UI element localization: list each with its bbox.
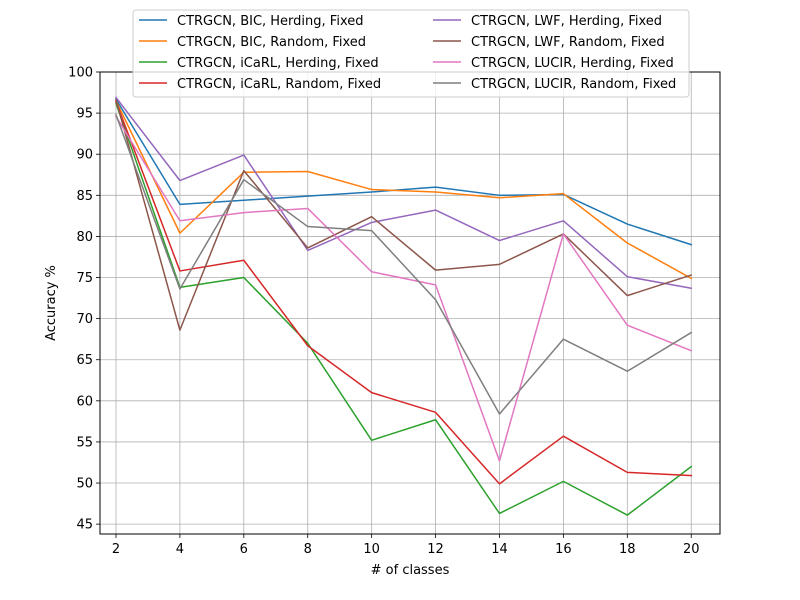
- series-line-2: [114, 99, 693, 280]
- series-line-8: [115, 113, 693, 415]
- x-tick-label: 4: [176, 542, 184, 557]
- legend-entry: CTRGCN, LUCIR, Herding, Fixed: [471, 56, 674, 71]
- x-tick-label: 8: [304, 542, 312, 557]
- y-tick-label: 75: [76, 271, 93, 286]
- legend-box: [132, 9, 690, 98]
- y-tick-label: 50: [76, 477, 93, 492]
- y-tick-label: 100: [68, 66, 93, 81]
- y-tick-label: 60: [76, 394, 93, 409]
- x-tick-label: 12: [427, 542, 444, 557]
- x-tick-label: 18: [619, 542, 636, 557]
- series-line-6: [115, 99, 693, 331]
- y-tick-label: 45: [76, 518, 93, 533]
- series-layer: [114, 96, 693, 516]
- series-line-5: [114, 96, 693, 290]
- y-tick-label: 85: [76, 189, 93, 204]
- y-tick-label: 95: [76, 107, 93, 122]
- series-line-4: [115, 100, 693, 485]
- legend-entry: CTRGCN, iCaRL, Herding, Fixed: [177, 56, 379, 71]
- legend-entry: CTRGCN, LWF, Random, Fixed: [471, 35, 665, 50]
- x-tick-label: 16: [555, 542, 572, 557]
- x-tick-label: 2: [112, 542, 120, 557]
- y-axis: 45 50 55 60 65 70 75 80 85 90 95 100: [68, 66, 100, 533]
- y-tick-label: 70: [76, 312, 93, 327]
- legend-entry: CTRGCN, BIC, Random, Fixed: [177, 35, 366, 50]
- legend-entry: CTRGCN, LWF, Herding, Fixed: [471, 14, 662, 29]
- y-tick-label: 55: [76, 435, 93, 450]
- y-tick-label: 65: [76, 353, 93, 368]
- series-line-3: [115, 102, 693, 516]
- x-tick-label: 6: [240, 542, 248, 557]
- x-tick-label: 14: [491, 542, 508, 557]
- y-tick-label: 90: [76, 148, 93, 163]
- y-tick-label: 80: [76, 230, 93, 245]
- legend-entry: CTRGCN, iCaRL, Random, Fixed: [177, 77, 381, 92]
- x-tick-label: 20: [683, 542, 700, 557]
- x-axis: 2 4 6 8 10 12 14 16 18 20: [112, 534, 700, 557]
- series-line-7: [114, 115, 693, 462]
- y-axis-label: Accuracy %: [44, 265, 59, 341]
- x-axis-label: # of classes: [371, 563, 450, 578]
- legend-entry: CTRGCN, LUCIR, Random, Fixed: [471, 77, 676, 92]
- legend: CTRGCN, BIC, Herding, Fixed CTRGCN, BIC, …: [132, 9, 690, 98]
- x-tick-label: 10: [363, 542, 380, 557]
- legend-entry: CTRGCN, BIC, Herding, Fixed: [177, 14, 363, 29]
